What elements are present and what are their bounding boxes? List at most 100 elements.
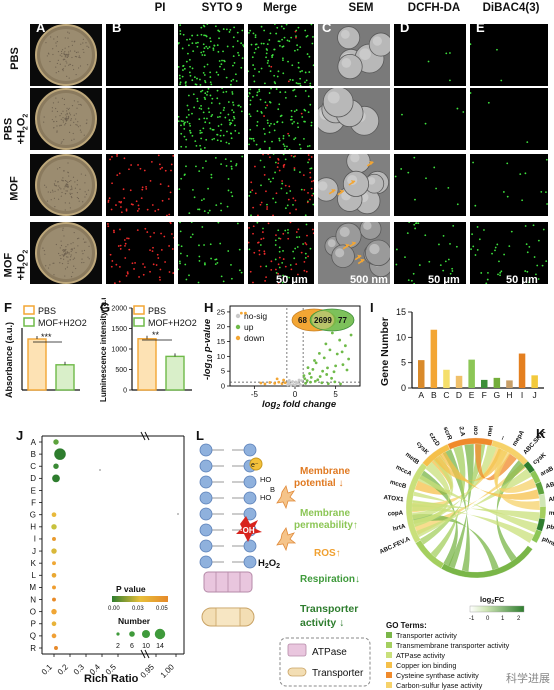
- gene-segment: [538, 493, 547, 507]
- y-tick-label: 15: [217, 337, 225, 346]
- y-tick-label: 0: [123, 388, 127, 395]
- lipid-head: [199, 475, 213, 489]
- go-swatch: [386, 642, 392, 648]
- number-legend-bubble: [142, 630, 150, 638]
- x-tick-label: 0.1: [40, 662, 55, 677]
- point-nosig: [289, 383, 293, 387]
- venn-mid-count: 2699: [314, 316, 332, 325]
- legend-label-pbs: PBS: [148, 306, 166, 316]
- point-nosig: [300, 379, 303, 383]
- panel-label-d: D: [400, 20, 410, 35]
- chord-link: [494, 450, 537, 493]
- gene-label: ABC.FEV.S: [545, 474, 554, 490]
- number-legend-label: 14: [156, 643, 164, 650]
- go-swatch: [386, 662, 392, 668]
- x-tick-label: D: [456, 390, 462, 400]
- bar-A: [418, 360, 425, 388]
- col-header-sem: SEM: [348, 2, 374, 14]
- y-tick-label: 0: [221, 382, 225, 391]
- tile-plate-row1: [30, 24, 102, 86]
- point-up: [340, 350, 344, 354]
- category-label: L: [32, 571, 37, 580]
- category-label: B: [31, 450, 36, 459]
- gene-label: copA: [388, 510, 404, 518]
- tile-syto9-row2: [178, 88, 244, 150]
- point-nosig: [297, 378, 301, 382]
- diagram-l: e⁻ HO B HO ·OH H2O2 Membrane potential ↓…: [199, 443, 371, 687]
- transporter-protein: [201, 607, 255, 627]
- bar-E: [468, 359, 475, 388]
- go-swatch: [386, 672, 392, 678]
- point-up: [304, 381, 307, 385]
- axis-break: [140, 431, 150, 659]
- gene-label: ABC-2.A: [455, 426, 467, 437]
- col-header-dibac: DiBAC4(3): [482, 2, 540, 14]
- legend-swatch-pbs: [133, 305, 145, 315]
- legend-n-title: Number: [118, 616, 151, 626]
- point-up: [332, 370, 336, 374]
- tile-dcfh-row1: [394, 24, 466, 86]
- radical-burst-icon: [236, 516, 262, 542]
- panel-label-k: K: [536, 426, 546, 441]
- point-nosig: [291, 380, 294, 383]
- category-label: J: [32, 547, 36, 556]
- tile-plate-row4: [30, 222, 102, 284]
- go-swatch: [386, 652, 392, 658]
- gene-label: ABC.FEV.A: [379, 535, 412, 555]
- y-tick-label: 500: [115, 367, 127, 374]
- lipid-head: [243, 539, 257, 553]
- panel-label-f: F: [4, 300, 12, 315]
- lipid-head: [243, 507, 257, 521]
- x-tick-label: 1.00: [159, 662, 177, 680]
- p-tick-2: 0.05: [156, 606, 168, 612]
- tile-syto9-row3: [178, 154, 244, 216]
- svg-text:potential ↓: potential ↓: [294, 478, 343, 489]
- scalebar-label-d: 50 μm: [428, 274, 460, 286]
- point-up: [303, 377, 307, 380]
- tile-merge-row3: [248, 154, 314, 216]
- label-transporter: Transporter: [300, 603, 358, 615]
- legend-swatch-mof: [133, 317, 145, 327]
- bubble-J: [51, 548, 57, 554]
- label-respiration: Respiration↓: [300, 574, 360, 585]
- bubble-I: [52, 536, 56, 541]
- tile-dcfh-row3: [394, 154, 466, 216]
- bubble-R: [54, 646, 58, 650]
- panel-label-h: H: [204, 300, 214, 315]
- y-tick-label: 5: [401, 358, 406, 368]
- number-legend-label: 10: [142, 643, 150, 650]
- x-tick-label: G: [493, 390, 500, 400]
- tile-plate-row3: [30, 154, 102, 216]
- bar-G: [493, 377, 501, 388]
- go-swatch: [386, 632, 392, 638]
- y-tick-label: 10: [217, 352, 225, 361]
- bubble-N: [52, 597, 56, 602]
- lipid-head: [243, 491, 257, 505]
- tile-dibac-row2: [470, 88, 548, 150]
- p-tick-1: 0.03: [132, 606, 144, 612]
- gene-label: mccA: [395, 464, 414, 478]
- tile-syto9-row1: [178, 24, 244, 86]
- log2fc-colorbar: [469, 605, 525, 613]
- svg-text:2: 2: [517, 616, 521, 622]
- y-tick-label: 0: [401, 383, 406, 393]
- y-axis-label: Luminescence intensity (a.u.): [99, 298, 108, 402]
- y-tick-label: 2000: [111, 306, 127, 313]
- scalebar-label-fluor: 50 μm: [276, 274, 308, 286]
- x-tick-label: 0.95: [139, 662, 157, 680]
- tile-pi-row2: [106, 88, 174, 150]
- bar-PBS: [27, 338, 47, 391]
- bubble-G: [51, 512, 57, 518]
- tile-merge-row4: [248, 222, 314, 284]
- bubble-P: [51, 621, 57, 627]
- bar-MOF+H2O2: [55, 364, 75, 391]
- y-tick-label: 20: [217, 322, 225, 331]
- svg-text:-1: -1: [469, 616, 475, 622]
- legend-atpase: ATPase: [312, 647, 347, 658]
- venn-left-count: 68: [298, 316, 307, 325]
- lipid-head: [199, 523, 213, 537]
- point-up: [334, 364, 338, 368]
- gene-label: metB: [486, 426, 496, 437]
- go-term-label: Transporter activity: [396, 631, 457, 640]
- gene-label: mnhF: [549, 510, 554, 518]
